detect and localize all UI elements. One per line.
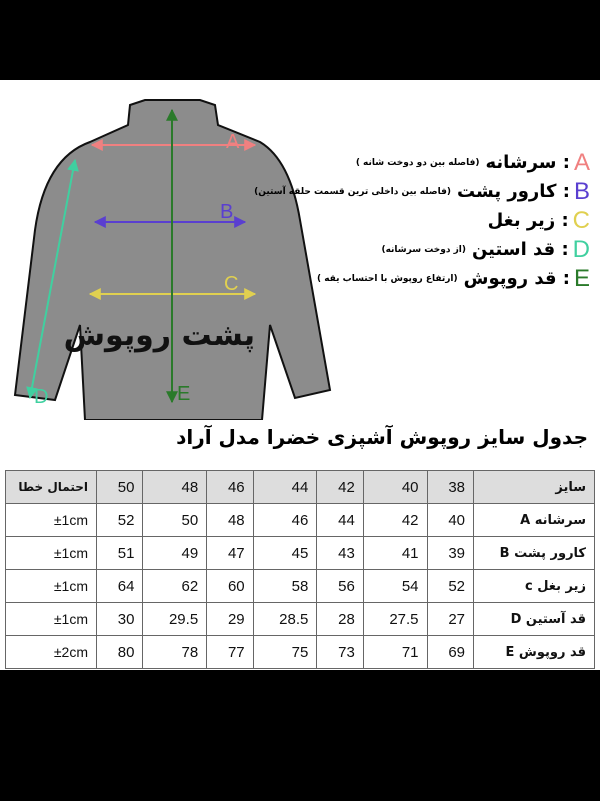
legend-item: A: سرشانه (فاصله بین دو دوخت شانه )	[270, 148, 590, 177]
size-header: 46	[206, 470, 254, 504]
row-label: قد آستین D	[473, 602, 595, 636]
row-label: سرشانه A	[473, 503, 595, 537]
size-label-header: سایز	[473, 470, 595, 504]
legend-letter: E	[573, 264, 590, 292]
table-row: ±1cm 30 29.5 29 28.5 28 27.5 27 قد آستین D	[5, 602, 595, 636]
size-chart-image: A B C D E پشت روپوش A: سرشانه (فاصله بین …	[0, 80, 600, 670]
table-row: ±2cm 80 78 77 75 73 71 69 قد روپوش E	[5, 635, 595, 669]
value-cell: 28	[316, 602, 364, 636]
row-label: زیر بغل c	[473, 569, 595, 603]
legend-name-text: قد استین	[471, 239, 556, 260]
size-header: 50	[95, 470, 144, 504]
value-cell: 30	[95, 602, 144, 636]
value-cell: 27	[426, 602, 475, 636]
value-cell: 71	[362, 635, 428, 669]
size-header: 40	[362, 470, 428, 504]
measurement-legend: A: سرشانه (فاصله بین دو دوخت شانه ) B: کار…	[254, 148, 590, 293]
legend-name-text: زیر بغل	[487, 210, 556, 231]
legend-name: : قد استین	[471, 239, 569, 260]
value-cell: 43	[316, 536, 364, 570]
table-title: جدول سایز روپوش آشپزی خضرا مدل آراد	[176, 425, 588, 449]
value-cell: 39	[426, 536, 475, 570]
value-cell: 41	[362, 536, 428, 570]
legend-item: B: کارور پشت (فاصله بین داخلی ترین قسمت ح…	[254, 177, 590, 206]
value-cell: 52	[426, 569, 475, 603]
value-cell: 48	[206, 503, 254, 537]
value-cell: 51	[95, 536, 144, 570]
marker-b: B	[220, 201, 233, 223]
tolerance-cell: ±1cm	[5, 536, 97, 570]
legend-note: (ارتفاع روپوش با احتساب یقه )	[316, 273, 458, 284]
legend-name-text: کارور پشت	[456, 181, 557, 202]
value-cell: 60	[206, 569, 254, 603]
value-cell: 40	[426, 503, 475, 537]
table-header-row: احتمال خطا 50 48 46 44 42 40 38 سایز	[5, 470, 595, 504]
size-header: 44	[252, 470, 318, 504]
jacket-diagram: A B C D E پشت روپوش	[13, 99, 332, 420]
size-header: 48	[142, 470, 208, 504]
tolerance-cell: ±1cm	[5, 503, 97, 537]
row-label: کارور پشت B	[473, 536, 595, 570]
legend-name: : کارور پشت	[456, 181, 570, 202]
value-cell: 28.5	[252, 602, 318, 636]
value-cell: 42	[362, 503, 428, 537]
legend-note: (فاصله بین دو دوخت شانه )	[355, 157, 480, 168]
marker-d: D	[34, 386, 48, 408]
legend-name: : قد روپوش	[463, 268, 570, 289]
marker-a: A	[226, 131, 240, 153]
arrow-d	[26, 158, 79, 400]
value-cell: 52	[95, 503, 144, 537]
value-cell: 29	[206, 602, 254, 636]
value-cell: 27.5	[362, 602, 428, 636]
value-cell: 54	[362, 569, 428, 603]
value-cell: 47	[206, 536, 254, 570]
legend-name-text: قد روپوش	[463, 268, 557, 289]
value-cell: 80	[95, 635, 144, 669]
legend-name-text: سرشانه	[485, 152, 557, 173]
value-cell: 58	[252, 569, 318, 603]
value-cell: 73	[316, 635, 364, 669]
value-cell: 44	[316, 503, 364, 537]
value-cell: 78	[142, 635, 208, 669]
legend-letter: A	[573, 148, 590, 176]
table-row: ±1cm 51 49 47 45 43 41 39 کارور پشت B	[5, 536, 595, 570]
value-cell: 62	[142, 569, 208, 603]
table-row: ±1cm 52 50 48 46 44 42 40 سرشانه A	[5, 503, 595, 537]
legend-note: (از دوخت سرشانه)	[381, 244, 466, 255]
marker-c: C	[224, 273, 238, 295]
value-cell: 75	[252, 635, 318, 669]
legend-item: E: قد روپوش (ارتفاع روپوش با احتساب یقه )	[270, 264, 590, 293]
legend-name: : سرشانه	[485, 152, 570, 173]
value-cell: 49	[142, 536, 208, 570]
back-label: پشت روپوش	[64, 318, 255, 353]
legend-item: D: قد استین (از دوخت سرشانه)	[270, 235, 590, 264]
tolerance-header: احتمال خطا	[5, 470, 97, 504]
value-cell: 45	[252, 536, 318, 570]
size-header: 42	[316, 470, 364, 504]
tolerance-cell: ±1cm	[5, 569, 97, 603]
row-label: قد روپوش E	[473, 635, 595, 669]
legend-letter: D	[572, 235, 590, 263]
value-cell: 77	[206, 635, 254, 669]
legend-note: (فاصله بین داخلی ترین قسمت حلقه آستین)	[254, 186, 451, 197]
legend-letter: C	[572, 206, 590, 234]
size-header: 38	[426, 470, 475, 504]
value-cell: 56	[316, 569, 364, 603]
legend-name: : زیر بغل	[487, 210, 569, 231]
size-table: احتمال خطا 50 48 46 44 42 40 38 سایز ±1cm 52 50 48 46…	[5, 470, 595, 669]
value-cell: 29.5	[142, 602, 208, 636]
value-cell: 64	[95, 569, 144, 603]
legend-letter: B	[573, 177, 590, 205]
table-row: ±1cm 64 62 60 58 56 54 52 زیر بغل c	[5, 569, 595, 603]
tolerance-cell: ±1cm	[5, 602, 97, 636]
tolerance-cell: ±2cm	[5, 635, 97, 669]
value-cell: 50	[142, 503, 208, 537]
value-cell: 46	[252, 503, 318, 537]
legend-item: C: زیر بغل	[270, 206, 590, 235]
value-cell: 69	[426, 635, 475, 669]
marker-e: E	[177, 383, 190, 405]
